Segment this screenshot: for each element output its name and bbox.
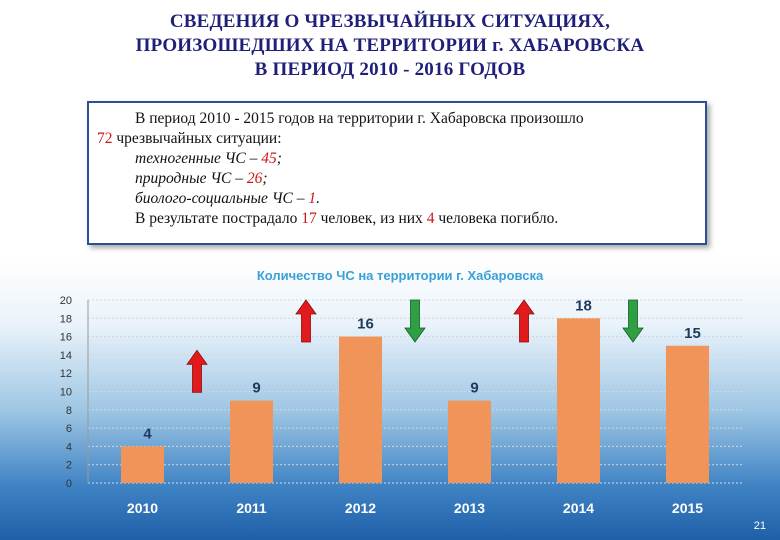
tech-value: 45	[261, 150, 277, 167]
bio-value: 1	[308, 190, 317, 207]
y-tick-label: 8	[66, 405, 72, 417]
bar	[666, 345, 709, 483]
x-tick-label: 2014	[563, 500, 594, 516]
data-label: 9	[470, 380, 478, 397]
x-tick-label: 2015	[672, 500, 703, 516]
x-tick-label: 2012	[345, 500, 376, 516]
casualties-pre: В результате пострадало	[135, 210, 302, 227]
y-tick-label: 10	[60, 387, 72, 399]
y-tick-label: 16	[60, 332, 72, 344]
casualties-line: В результате пострадало 17 человек, из н…	[97, 209, 697, 229]
injured-count: 17	[301, 210, 317, 227]
trend-up-arrow	[513, 299, 535, 343]
natural-label: природные ЧС –	[135, 170, 247, 187]
trend-up-arrow	[295, 299, 317, 343]
y-tick-label: 18	[60, 313, 72, 325]
summary-box: В период 2010 - 2015 годов на территории…	[87, 101, 707, 245]
bar	[339, 336, 382, 483]
tech-line: техногенные ЧС – 45;	[97, 149, 697, 169]
casualties-mid: человек, из них	[316, 210, 427, 227]
y-tick-label: 20	[60, 295, 72, 307]
bio-end: .	[316, 190, 320, 207]
total-count: 72	[97, 130, 113, 147]
casualties-end: человека погибло.	[434, 210, 559, 227]
tech-label: техногенные ЧС –	[135, 150, 262, 167]
y-tick-label: 0	[66, 478, 72, 490]
title-line-2: ПРОИЗОШЕДШИХ НА ТЕРРИТОРИИ г. ХАБАРОВСКА	[135, 35, 645, 56]
page-title: СВЕДЕНИЯ О ЧРЕЗВЫЧАЙНЫХ СИТУАЦИЯХ, ПРОИЗ…	[40, 10, 740, 82]
bio-line: биолого-социальные ЧС – 1.	[97, 189, 697, 209]
natural-line: природные ЧС – 26;	[97, 169, 697, 189]
tech-end: ;	[276, 150, 282, 167]
data-label: 16	[357, 316, 374, 333]
trend-down-arrow	[622, 299, 644, 343]
bar	[230, 400, 273, 483]
chart-title: Количество ЧС на территории г. Хабаровск…	[256, 268, 544, 283]
bar	[121, 446, 164, 483]
page-number: 21	[753, 520, 766, 532]
y-tick-label: 4	[66, 441, 72, 453]
y-tick-label: 2	[66, 460, 72, 472]
natural-value: 26	[246, 170, 263, 187]
summary-total-line: 72 чрезвычайных ситуации:	[97, 129, 697, 149]
data-label: 15	[684, 325, 701, 342]
data-label: 4	[143, 425, 152, 442]
bar	[557, 318, 600, 483]
title-line-1: СВЕДЕНИЯ О ЧРЕЗВЫЧАЙНЫХ СИТУАЦИЯХ,	[169, 11, 611, 32]
data-label: 9	[252, 380, 260, 397]
total-text: чрезвычайных ситуации:	[112, 130, 282, 147]
dead-count: 4	[426, 210, 435, 227]
title-line-3: В ПЕРИОД 2010 - 2016 ГОДОВ	[254, 59, 526, 80]
natural-end: ;	[262, 170, 268, 187]
y-tick-label: 14	[60, 350, 72, 362]
bio-label: биолого-социальные ЧС –	[135, 190, 309, 207]
y-tick-label: 12	[60, 368, 72, 380]
trend-down-arrow	[404, 299, 426, 343]
x-tick-label: 2011	[236, 500, 267, 516]
x-tick-label: 2013	[454, 500, 485, 516]
bar	[448, 400, 491, 483]
y-tick-label: 6	[66, 423, 72, 435]
data-label: 18	[575, 297, 592, 314]
x-tick-label: 2010	[127, 500, 158, 516]
trend-up-arrow	[186, 349, 208, 393]
summary-intro: В период 2010 - 2015 годов на территории…	[135, 110, 584, 127]
